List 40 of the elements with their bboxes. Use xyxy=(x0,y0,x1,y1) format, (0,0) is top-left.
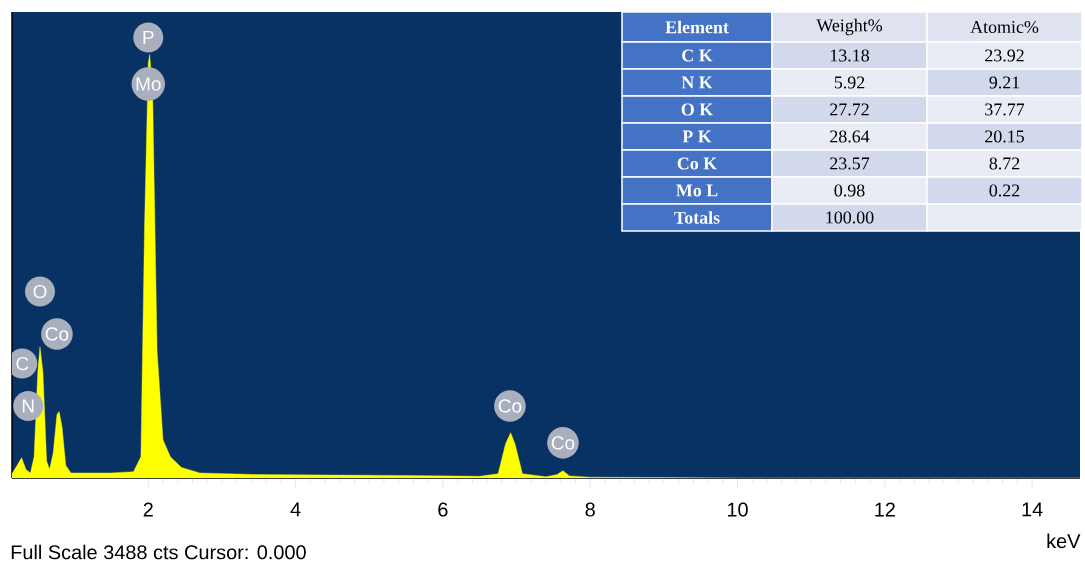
x-tick-label: 2 xyxy=(143,502,153,517)
annotation: 5.92 xyxy=(834,76,865,89)
annotation: 8.72 xyxy=(989,157,1020,170)
x-tick-label: 12 xyxy=(875,502,895,517)
x-axis-title: keV xyxy=(1047,533,1081,549)
x-tick-label: 8 xyxy=(585,502,595,517)
x-tick-label: 10 xyxy=(727,502,748,517)
annotation: 27.72 xyxy=(830,103,869,116)
x-tick-label: 4 xyxy=(290,502,301,517)
annotation: Totals xyxy=(674,211,720,224)
annotation: Co xyxy=(498,399,522,413)
x-tick-label: 6 xyxy=(438,502,448,517)
annotation: Co K xyxy=(677,157,718,170)
x-tick-label: 14 xyxy=(1022,502,1043,517)
annotation: 23.92 xyxy=(985,49,1024,62)
annotation: 37.77 xyxy=(985,103,1025,116)
text: Full Scale 3488 cts Cursor: 0.000 xyxy=(11,544,306,560)
annotation: 20.15 xyxy=(985,130,1024,143)
annotation: N K xyxy=(681,76,713,89)
annotation: 0.98 xyxy=(834,184,865,197)
annotation: O K xyxy=(681,103,714,116)
annotation: Mo xyxy=(136,77,161,91)
text: Atomic% xyxy=(970,20,1039,34)
annotation: 9.21 xyxy=(989,76,1020,89)
annotation: P K xyxy=(682,130,712,143)
annotation: 100.00 xyxy=(826,211,874,224)
annotation: O xyxy=(33,284,47,299)
annotation: P xyxy=(143,30,154,44)
annotation: C K xyxy=(682,49,713,62)
annotation: 28.64 xyxy=(830,130,870,143)
annotation: N xyxy=(22,399,34,413)
annotation: 0.22 xyxy=(989,184,1020,197)
annotation: Co xyxy=(45,327,69,341)
annotation: Mo L xyxy=(676,184,718,197)
annotation: Co xyxy=(551,436,575,450)
annotation: 23.57 xyxy=(830,157,870,170)
annotation: C xyxy=(16,356,29,371)
text: Weight% xyxy=(816,18,883,36)
text: Element xyxy=(665,20,729,34)
annotation: 13.18 xyxy=(830,49,869,62)
